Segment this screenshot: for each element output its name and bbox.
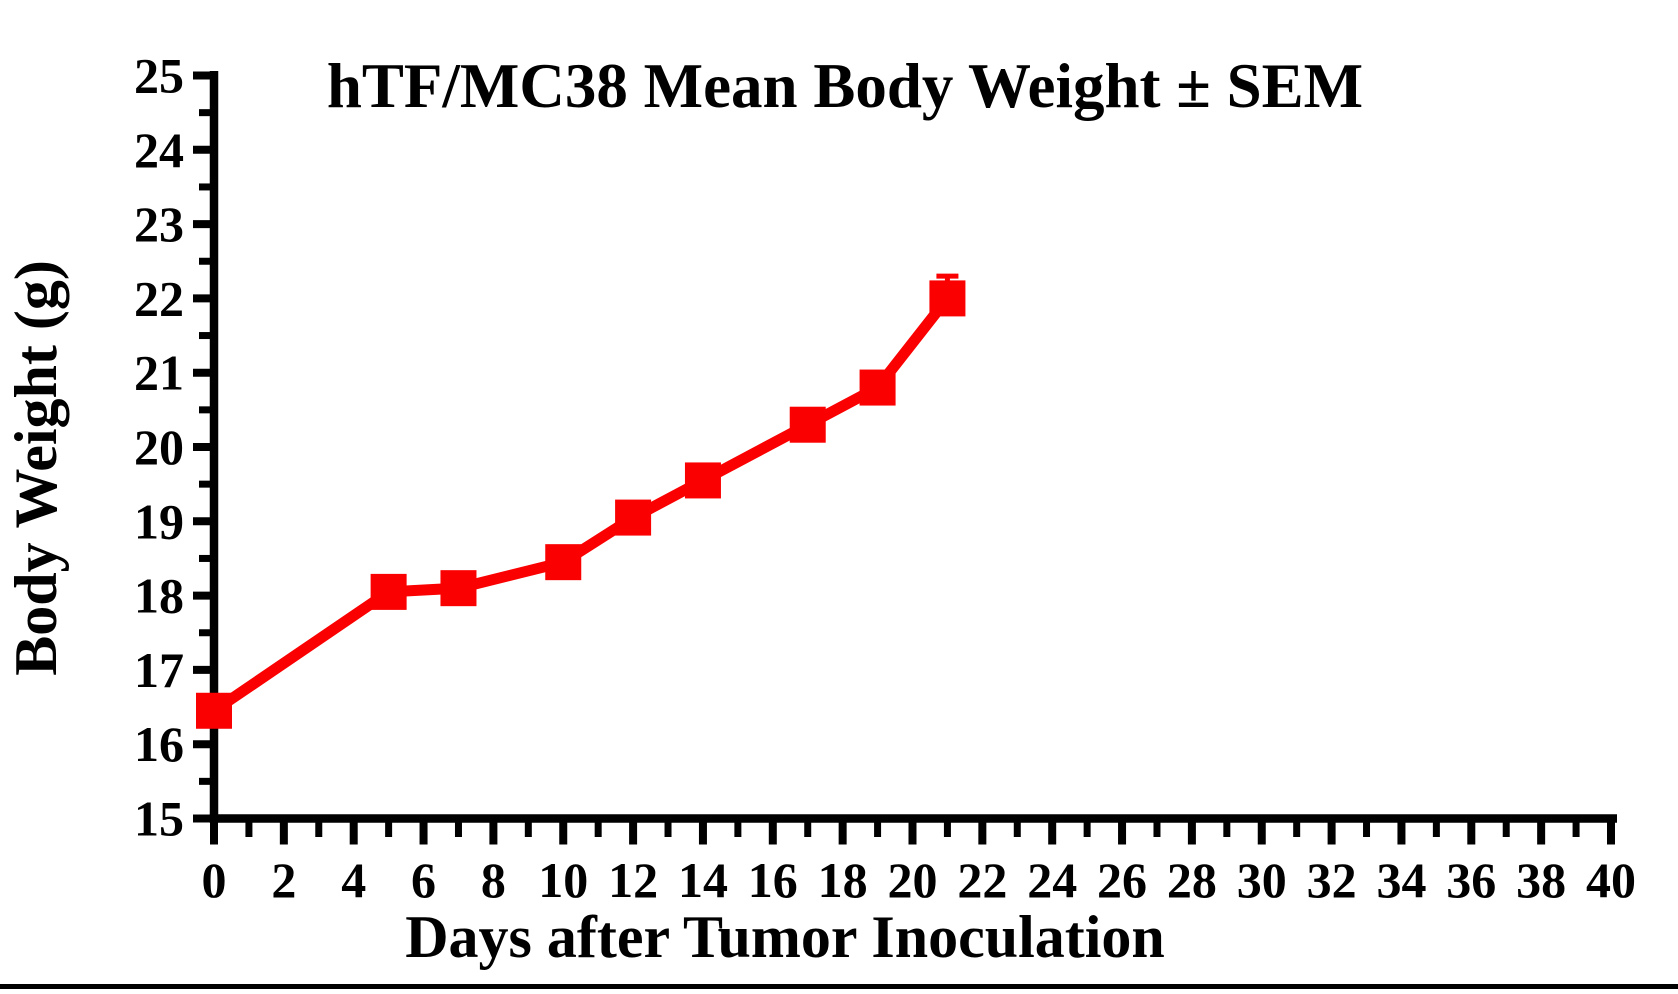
data-point-marker [684, 462, 721, 499]
x-tick-label: 26 [1097, 852, 1147, 908]
y-tick-label: 24 [134, 122, 184, 178]
data-point-marker [440, 570, 477, 607]
y-tick-label: 20 [134, 419, 184, 475]
x-tick-label: 34 [1376, 852, 1426, 908]
x-tick-label: 20 [888, 852, 938, 908]
x-tick-label: 18 [818, 852, 868, 908]
y-tick-label: 21 [134, 345, 184, 401]
data-point-marker [615, 499, 652, 536]
x-tick-label: 32 [1307, 852, 1357, 908]
y-tick-label: 23 [134, 196, 184, 252]
y-axis-label: Body Weight (g) [3, 260, 69, 676]
x-tick-label: 24 [1027, 852, 1077, 908]
x-tick-label: 6 [411, 852, 436, 908]
data-point-marker [545, 544, 582, 581]
series-line [210, 295, 952, 716]
x-tick-label: 0 [202, 852, 227, 908]
y-tick-label: 25 [134, 48, 184, 104]
y-tick-label: 15 [134, 791, 184, 847]
y-tick-label: 22 [134, 270, 184, 326]
y-tick-label: 16 [134, 716, 184, 772]
bottom-divider [0, 984, 1678, 989]
x-tick-label: 14 [678, 852, 728, 908]
x-tick-label: 8 [481, 852, 506, 908]
x-tick-label: 38 [1516, 852, 1566, 908]
data-series [196, 273, 966, 729]
x-tick-label: 2 [271, 852, 296, 908]
x-axis-label: Days after Tumor Inoculation [405, 904, 1165, 970]
x-tick-label: 30 [1237, 852, 1287, 908]
axes [193, 71, 1617, 845]
data-point-marker [929, 280, 966, 317]
x-tick-label: 36 [1446, 852, 1496, 908]
x-tick-label: 4 [341, 852, 366, 908]
chart-title: hTF/MC38 Mean Body Weight ± SEM [327, 51, 1363, 121]
x-tick-label: 12 [608, 852, 658, 908]
data-point-marker [789, 406, 826, 443]
x-tick-label: 28 [1167, 852, 1217, 908]
x-tick-label: 22 [957, 852, 1007, 908]
y-tick-label: 19 [134, 493, 184, 549]
y-tick-label: 17 [134, 642, 184, 698]
x-tick-label: 10 [538, 852, 588, 908]
data-point-marker [196, 692, 232, 729]
data-point-marker [859, 369, 896, 406]
data-point-marker [370, 573, 407, 610]
x-tick-label: 16 [748, 852, 798, 908]
y-tick-label: 18 [134, 568, 184, 624]
x-tick-label: 40 [1586, 852, 1636, 908]
